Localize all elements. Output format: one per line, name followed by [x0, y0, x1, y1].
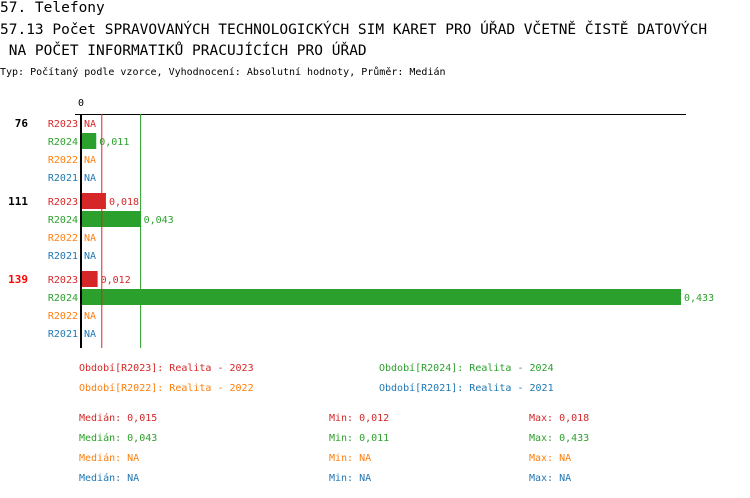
na-label: NA	[84, 233, 96, 244]
chart-title-line1: 57.13 Počet SPRAVOVANÝCH TECHNOLOGICKÝCH…	[0, 22, 708, 38]
stat-min: Min: NA	[329, 473, 372, 484]
bar	[81, 271, 98, 287]
stat-max: Max: 0,018	[529, 413, 590, 424]
stat-median: Medián: 0,043	[79, 433, 158, 444]
series-label: R2024	[48, 137, 78, 148]
chart-subtitle: Typ: Počítaný podle vzorce, Vyhodnocení:…	[0, 67, 446, 78]
x-tick-label: 0	[78, 98, 84, 109]
bar	[81, 211, 141, 227]
na-label: NA	[84, 311, 96, 322]
series-label: R2022	[48, 311, 78, 322]
legend-item: Období[R2023]: Realita - 2023	[79, 363, 254, 374]
na-label: NA	[84, 251, 96, 262]
bar	[81, 133, 97, 149]
chart-title-line2: NA POČET INFORMATIKŮ PRACUJÍCÍCH PRO ÚŘA…	[0, 43, 367, 59]
series-label: R2023	[48, 197, 78, 208]
stat-max: Max: 0,433	[529, 433, 590, 444]
group-label: 76	[15, 117, 29, 130]
series-label: R2021	[48, 251, 78, 262]
na-label: NA	[84, 329, 96, 340]
series-label: R2022	[48, 233, 78, 244]
series-label: R2023	[48, 275, 78, 286]
legend-item: Období[R2021]: Realita - 2021	[379, 383, 554, 394]
data-label: 0,043	[144, 215, 174, 226]
legend-item: Období[R2024]: Realita - 2024	[379, 363, 554, 374]
stat-median: Medián: 0,015	[79, 413, 158, 424]
stat-median: Medián: NA	[79, 473, 140, 484]
na-label: NA	[84, 173, 96, 184]
stat-max: Max: NA	[529, 453, 572, 464]
group-label: 111	[8, 195, 28, 208]
series-label: R2021	[48, 329, 78, 340]
na-label: NA	[84, 155, 96, 166]
group-label: 139	[8, 273, 28, 286]
stat-min: Min: 0,012	[329, 413, 390, 424]
data-label: 0,018	[109, 197, 139, 208]
series-label: R2023	[48, 119, 78, 130]
stat-min: Min: NA	[329, 453, 372, 464]
legend-item: Období[R2022]: Realita - 2022	[79, 383, 254, 394]
data-label: 0,012	[101, 275, 131, 286]
series-label: R2024	[48, 215, 78, 226]
bar	[81, 193, 106, 209]
section-title: 57. Telefony	[0, 0, 105, 16]
series-label: R2024	[48, 293, 78, 304]
stat-max: Max: NA	[529, 473, 572, 484]
stat-min: Min: 0,011	[329, 433, 390, 444]
na-label: NA	[84, 119, 96, 130]
series-label: R2022	[48, 155, 78, 166]
series-label: R2021	[48, 173, 78, 184]
bar	[81, 289, 681, 305]
data-label: 0,011	[99, 137, 129, 148]
data-label: 0,433	[684, 293, 714, 304]
stat-median: Medián: NA	[79, 453, 140, 464]
